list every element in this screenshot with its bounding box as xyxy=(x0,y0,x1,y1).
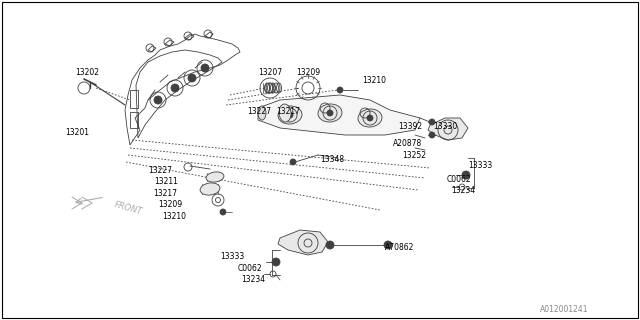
Ellipse shape xyxy=(318,104,342,122)
Circle shape xyxy=(384,241,392,249)
Circle shape xyxy=(272,258,280,266)
Text: 13252: 13252 xyxy=(402,151,426,160)
Circle shape xyxy=(287,112,293,118)
Ellipse shape xyxy=(278,106,302,124)
Text: 13209: 13209 xyxy=(158,200,182,209)
Text: 13333: 13333 xyxy=(220,252,244,261)
Ellipse shape xyxy=(358,109,382,127)
Circle shape xyxy=(429,132,435,138)
Text: FRONT: FRONT xyxy=(113,200,143,216)
Circle shape xyxy=(154,96,162,104)
Text: 13234: 13234 xyxy=(451,186,475,195)
Text: 13348: 13348 xyxy=(320,155,344,164)
Circle shape xyxy=(220,209,226,215)
Text: 13207: 13207 xyxy=(258,68,282,77)
Text: 13227: 13227 xyxy=(148,166,172,175)
Text: 13202: 13202 xyxy=(75,68,99,77)
Circle shape xyxy=(201,64,209,72)
Text: 13210: 13210 xyxy=(362,76,386,85)
Polygon shape xyxy=(258,95,420,135)
Circle shape xyxy=(367,115,373,121)
Text: A70862: A70862 xyxy=(385,243,414,252)
Circle shape xyxy=(326,241,334,249)
Text: C0062: C0062 xyxy=(238,264,262,273)
Circle shape xyxy=(188,74,196,82)
Ellipse shape xyxy=(279,104,291,122)
Polygon shape xyxy=(428,118,468,140)
Text: 13209: 13209 xyxy=(296,68,320,77)
Circle shape xyxy=(462,171,470,179)
Circle shape xyxy=(337,87,343,93)
Text: 13217: 13217 xyxy=(153,189,177,198)
Circle shape xyxy=(327,110,333,116)
Text: A20878: A20878 xyxy=(393,139,422,148)
Text: 13333: 13333 xyxy=(468,161,492,170)
Text: 13227: 13227 xyxy=(247,107,271,116)
Circle shape xyxy=(171,84,179,92)
Ellipse shape xyxy=(206,172,224,182)
Text: 13330: 13330 xyxy=(433,122,457,131)
Text: 13392: 13392 xyxy=(398,122,422,131)
Polygon shape xyxy=(278,230,328,255)
Text: 13201: 13201 xyxy=(65,128,89,137)
Text: 13210: 13210 xyxy=(162,212,186,221)
Text: A012001241: A012001241 xyxy=(540,305,589,314)
Text: C0062: C0062 xyxy=(447,175,472,184)
Circle shape xyxy=(429,119,435,125)
Text: 13234: 13234 xyxy=(241,275,265,284)
Text: 13211: 13211 xyxy=(154,177,178,186)
Ellipse shape xyxy=(200,183,220,195)
Circle shape xyxy=(290,159,296,165)
Text: 13217: 13217 xyxy=(276,107,300,116)
Ellipse shape xyxy=(258,106,266,120)
